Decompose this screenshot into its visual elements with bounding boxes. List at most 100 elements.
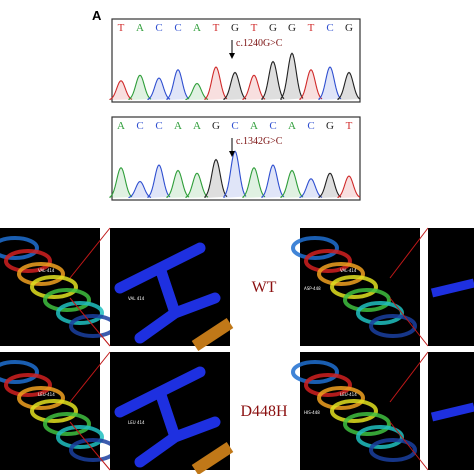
residue-label: LEU-414 — [340, 392, 357, 397]
peak — [280, 52, 304, 100]
base-letter: C — [326, 22, 333, 34]
helix — [0, 360, 39, 384]
peak — [299, 69, 323, 100]
connector — [389, 297, 429, 347]
helix — [43, 288, 91, 312]
peak — [261, 60, 285, 100]
residue-label: ASP-448 — [304, 286, 321, 291]
stick-model — [114, 366, 221, 468]
stick-model — [430, 278, 474, 298]
base-letter: G — [345, 22, 353, 34]
connector — [389, 421, 429, 471]
base-letter: G — [288, 22, 296, 34]
peak — [337, 71, 361, 100]
base-letter: A — [193, 120, 201, 132]
peak — [261, 164, 285, 198]
base-letter: G — [269, 22, 277, 34]
helix — [30, 275, 78, 299]
peak — [109, 167, 133, 198]
helix — [291, 236, 339, 260]
peak — [128, 180, 152, 198]
base-letter: G — [212, 120, 220, 132]
helix — [343, 412, 391, 436]
base-letter: C — [231, 120, 238, 132]
helix — [330, 275, 378, 299]
connector — [389, 351, 429, 403]
base-letter: C — [269, 120, 276, 132]
peak — [204, 66, 228, 100]
base-letter: T — [213, 22, 220, 34]
helix — [291, 360, 339, 384]
chromatogram-box — [111, 18, 361, 103]
helix — [330, 399, 378, 423]
connector — [69, 297, 111, 347]
residue-label: VAL-414 — [38, 268, 55, 273]
peak — [318, 66, 342, 100]
helix — [343, 288, 391, 312]
helix — [369, 438, 417, 462]
base-letter: T — [308, 22, 315, 34]
connector — [389, 227, 429, 279]
helix — [30, 399, 78, 423]
helix — [56, 301, 104, 325]
helix — [317, 262, 365, 286]
arrow-head — [229, 53, 235, 59]
base-letter: C — [155, 120, 162, 132]
helix — [0, 236, 39, 260]
connector — [69, 351, 111, 403]
peak — [166, 169, 190, 198]
dynamic: T A C C A T G T G G T C Gc.1240G>CA C C A A G C A C A C G Tc.134… — [109, 22, 361, 198]
base-letter: A — [193, 22, 201, 34]
base-letter: A — [136, 22, 144, 34]
protein-panels: VAL-414 VAL-414 ASP-448 VAL 414 WT LEU-414 LEU… — [0, 227, 474, 474]
peak — [109, 80, 133, 100]
peak — [185, 82, 209, 100]
base-letter: G — [326, 120, 334, 132]
base-letter: C — [136, 120, 143, 132]
structure-image — [300, 228, 420, 346]
peak — [147, 164, 171, 198]
panel-label: A — [92, 8, 102, 23]
base-letter: C — [155, 22, 162, 34]
helix — [56, 425, 104, 449]
base-letter: T — [346, 120, 353, 132]
mutation-label: c.1342G>C — [236, 136, 283, 147]
peak — [318, 172, 342, 198]
residue-label: VAL-414 — [340, 268, 357, 273]
connector — [69, 227, 111, 279]
row-label: WT — [252, 279, 277, 296]
arrow-head — [229, 151, 235, 157]
helix — [304, 373, 352, 397]
base-letter: C — [307, 120, 314, 132]
peak — [147, 77, 171, 100]
structure-image — [300, 352, 420, 470]
structure-image — [0, 228, 100, 346]
base-letter: G — [231, 22, 239, 34]
structure-image — [0, 352, 100, 470]
base-letter: T — [118, 22, 125, 34]
helix — [4, 249, 52, 273]
base-letter: C — [174, 22, 181, 34]
mutation-label: c.1240G>C — [236, 38, 283, 49]
peak — [242, 74, 266, 100]
peak — [242, 167, 266, 198]
connector — [69, 421, 111, 471]
base-letter: A — [174, 120, 182, 132]
helix — [304, 249, 352, 273]
base-letter: A — [288, 120, 296, 132]
residue-label: LEU-414 — [38, 392, 55, 397]
peak — [204, 158, 228, 198]
stick-orange — [191, 317, 234, 352]
peak — [337, 175, 361, 198]
residue-label: VAL 414 — [128, 296, 145, 301]
peak — [223, 71, 247, 100]
base-letter: A — [117, 120, 125, 132]
row-label: D448H — [240, 403, 288, 420]
stick-orange — [191, 441, 234, 474]
helix — [17, 386, 65, 410]
helix — [317, 386, 365, 410]
helix — [43, 412, 91, 436]
peak — [185, 172, 209, 198]
helix — [369, 314, 417, 338]
